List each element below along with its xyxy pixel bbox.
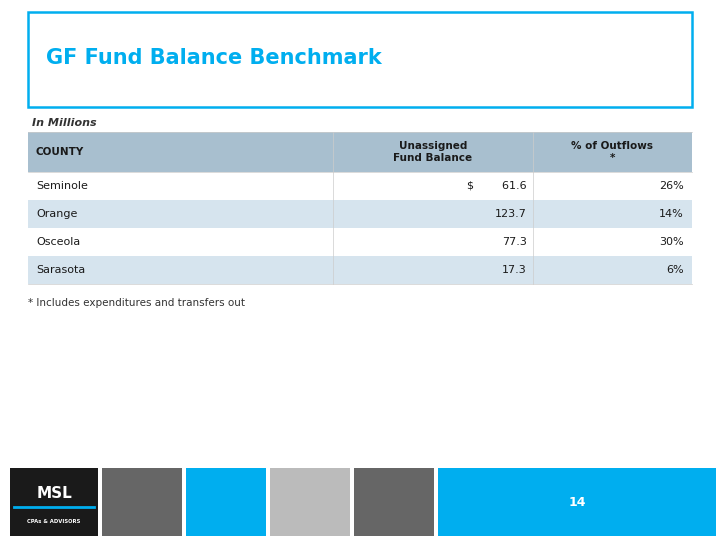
Bar <box>354 468 434 536</box>
Text: Orange: Orange <box>36 209 77 219</box>
Text: CPAs & ADVISORS: CPAs & ADVISORS <box>27 518 81 524</box>
Text: Unassigned
Fund Balance: Unassigned Fund Balance <box>393 141 472 163</box>
Text: $        61.6: $ 61.6 <box>467 181 526 191</box>
Text: 77.3: 77.3 <box>502 237 526 247</box>
Text: GF Fund Balance Benchmark: GF Fund Balance Benchmark <box>46 48 382 68</box>
Bar <box>28 200 692 228</box>
Bar <box>28 256 692 284</box>
Text: 14%: 14% <box>660 209 684 219</box>
Text: COUNTY: COUNTY <box>36 147 84 157</box>
Text: * Includes expenditures and transfers out: * Includes expenditures and transfers ou… <box>28 298 245 308</box>
Text: 6%: 6% <box>667 265 684 275</box>
Bar <box>10 468 98 536</box>
Text: MSL: MSL <box>36 487 72 501</box>
Bar <box>28 132 692 172</box>
Text: Sarasota: Sarasota <box>36 265 85 275</box>
Bar <box>28 12 692 107</box>
Text: % of Outflows
*: % of Outflows * <box>572 141 653 163</box>
Bar <box>28 172 692 200</box>
Text: Seminole: Seminole <box>36 181 88 191</box>
Bar <box>186 468 266 536</box>
Bar <box>270 468 350 536</box>
Text: In Millions: In Millions <box>32 118 96 128</box>
Text: 30%: 30% <box>660 237 684 247</box>
Bar <box>102 468 182 536</box>
Text: 17.3: 17.3 <box>502 265 526 275</box>
Text: 14: 14 <box>568 496 586 509</box>
Bar <box>28 228 692 256</box>
Text: Osceola: Osceola <box>36 237 80 247</box>
Text: 123.7: 123.7 <box>495 209 526 219</box>
Bar <box>438 468 716 536</box>
Text: 26%: 26% <box>660 181 684 191</box>
